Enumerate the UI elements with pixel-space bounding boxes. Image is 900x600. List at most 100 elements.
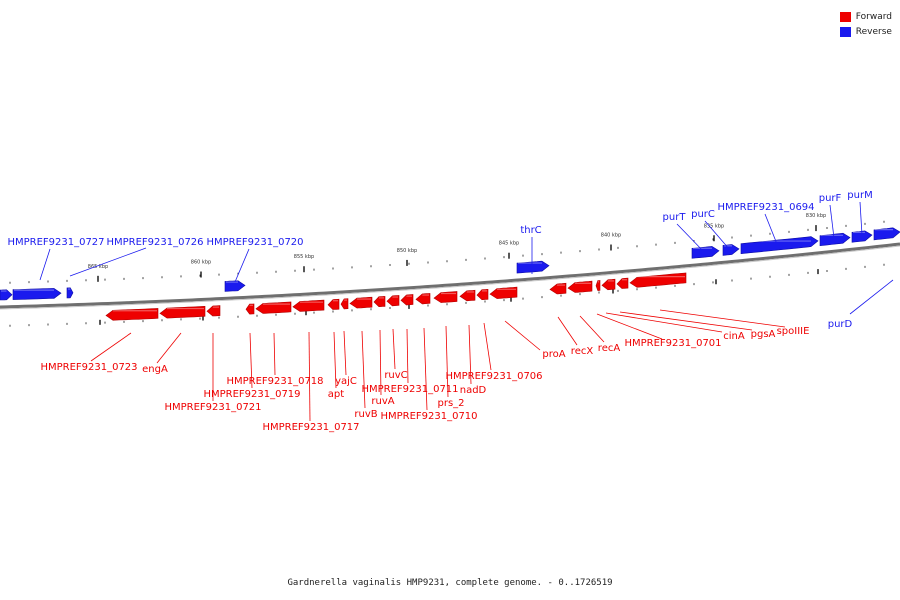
reverse-annotation-9-leader xyxy=(849,279,894,315)
reverse-gene-small xyxy=(66,287,74,299)
forward-annotation-14-label: nadD xyxy=(460,385,487,396)
forward-annotation-4-label: HMPREF9231_0718 xyxy=(226,376,323,387)
reverse-annotation-1-leader xyxy=(69,247,147,277)
forward-annotation-8-leader xyxy=(361,330,366,409)
forward-gene-hmpref9231-0706 xyxy=(476,288,489,300)
scale-tick-label: 830 kbp xyxy=(806,213,826,219)
forward-gene-hmpref9231-0723 xyxy=(105,308,159,321)
forward-annotation-13-label: prs_2 xyxy=(437,398,464,409)
map-caption: Gardnerella vaginalis HMP9231, complete … xyxy=(287,578,613,588)
scale-tick-label: 850 kbp xyxy=(397,248,417,254)
reverse-annotation-2-leader xyxy=(234,248,250,283)
scale-tick-label: 855 kbp xyxy=(294,254,314,260)
legend-reverse: Reverse xyxy=(839,24,892,39)
forward-gene-reca xyxy=(567,280,593,293)
legend: Forward Reverse xyxy=(839,9,892,39)
forward-annotation-12-leader xyxy=(423,327,428,411)
reverse-annotation-5-leader xyxy=(704,220,731,251)
forward-annotation-0-label: HMPREF9231_0723 xyxy=(40,362,137,373)
reverse-gene-1 xyxy=(0,289,13,301)
forward-annotation-18-leader xyxy=(579,315,605,343)
forward-annotation-12-label: HMPREF9231_0710 xyxy=(380,411,477,422)
forward-annotation-20-leader xyxy=(605,312,723,333)
forward-annotation-13-leader xyxy=(445,325,449,398)
forward-annotation-3-label: HMPREF9231_0719 xyxy=(203,389,300,400)
scale-tick-label: 860 kbp xyxy=(191,260,211,266)
forward-annotation-9-label: ruvA xyxy=(371,396,394,407)
forward-annotation-1-leader xyxy=(156,332,182,364)
reverse-annotation-1-label: HMPREF9231_0726 xyxy=(106,237,203,248)
forward-annotation-19-label: HMPREF9231_0701 xyxy=(624,338,721,349)
forward-annotation-1-label: engA xyxy=(142,364,168,375)
forward-swatch xyxy=(839,11,851,22)
forward-gene-pgsa xyxy=(616,277,629,289)
scale-tick-label: 840 kbp xyxy=(601,233,621,239)
reverse-annotation-4-leader xyxy=(676,223,706,254)
scale-tick-label: 845 kbp xyxy=(499,241,519,247)
reverse-gene-purf xyxy=(819,232,851,247)
forward-gene-yajc xyxy=(340,298,349,310)
reverse-gene-hmpref9231-0720 xyxy=(224,280,246,292)
forward-annotation-19-leader xyxy=(596,313,663,340)
forward-gene-ruvc xyxy=(386,295,400,307)
forward-annotation-22-leader xyxy=(659,309,786,328)
forward-gene-ruva xyxy=(373,296,386,307)
forward-gene-enga xyxy=(159,305,206,319)
forward-annotation-7-label: yajC xyxy=(335,376,357,387)
reverse-annotation-5-label: purC xyxy=(691,209,715,220)
forward-annotation-16-leader xyxy=(504,320,541,351)
legend-forward-label: Forward xyxy=(855,11,892,22)
forward-annotation-5-leader xyxy=(308,331,311,422)
legend-reverse-label: Reverse xyxy=(855,26,892,37)
forward-annotation-9-leader xyxy=(379,329,382,396)
reverse-annotation-0-label: HMPREF9231_0727 xyxy=(7,237,104,248)
forward-gene-nadd xyxy=(459,289,476,302)
reverse-annotation-8-label: purM xyxy=(847,190,872,201)
forward-annotation-21-leader xyxy=(619,311,753,331)
forward-annotation-2-label: HMPREF9231_0721 xyxy=(164,402,261,413)
reverse-annotation-7-label: purF xyxy=(819,193,842,204)
forward-annotation-10-leader xyxy=(392,328,396,370)
reverse-annotation-0-leader xyxy=(39,248,51,281)
forward-gene-ruvb xyxy=(349,296,373,309)
reverse-annotation-9-label: purD xyxy=(828,319,853,330)
forward-annotation-17-label: recX xyxy=(571,346,594,357)
forward-gene-proa xyxy=(489,286,518,299)
reverse-gene-hmpref9231-0727 xyxy=(12,288,62,300)
forward-annotation-15-leader xyxy=(483,322,492,371)
reverse-annotation-2-label: HMPREF9231_0720 xyxy=(206,237,303,248)
reverse-swatch xyxy=(839,26,851,37)
reverse-gene-purm xyxy=(851,230,873,243)
forward-annotation-4-leader xyxy=(273,332,276,376)
forward-annotation-21-label: pgsA xyxy=(751,329,776,340)
forward-gene-recx xyxy=(549,282,567,295)
forward-gene-hmpref9231-0719 xyxy=(245,303,255,315)
reverse-annotation-8-leader xyxy=(859,201,863,236)
forward-annotation-17-leader xyxy=(557,316,578,346)
forward-annotation-18-label: recA xyxy=(598,343,621,354)
reverse-gene-hmpref9231-0694 xyxy=(740,236,819,255)
forward-annotation-11-label: HMPREF9231_0711 xyxy=(361,384,458,395)
forward-annotation-16-label: proA xyxy=(542,349,565,360)
reverse-annotation-7-leader xyxy=(829,204,835,239)
forward-annotation-6-label: apt xyxy=(328,389,344,400)
forward-annotation-10-label: ruvC xyxy=(384,370,407,381)
forward-gene-cina xyxy=(601,278,616,291)
forward-annotation-5-label: HMPREF9231_0717 xyxy=(262,422,359,433)
reverse-gene-purd xyxy=(873,227,900,241)
legend-forward: Forward xyxy=(839,9,892,24)
forward-annotation-8-label: ruvB xyxy=(354,409,377,420)
scale-tick-label: 835 kbp xyxy=(704,223,724,229)
forward-annotation-14-leader xyxy=(468,324,472,385)
reverse-annotation-6-label: HMPREF9231_0694 xyxy=(717,202,814,213)
forward-annotation-22-label: spoIIIE xyxy=(777,326,810,337)
forward-gene-hmpref9231-0701 xyxy=(595,280,601,291)
reverse-annotation-4-label: purT xyxy=(663,212,687,223)
forward-gene-hmpref9231-0721 xyxy=(206,305,221,317)
forward-gene-apt xyxy=(327,298,340,310)
forward-gene-hmpref9231-0718 xyxy=(255,301,292,314)
forward-gene-hmpref9231-0711 xyxy=(400,294,414,306)
genome-backbone xyxy=(0,242,900,309)
